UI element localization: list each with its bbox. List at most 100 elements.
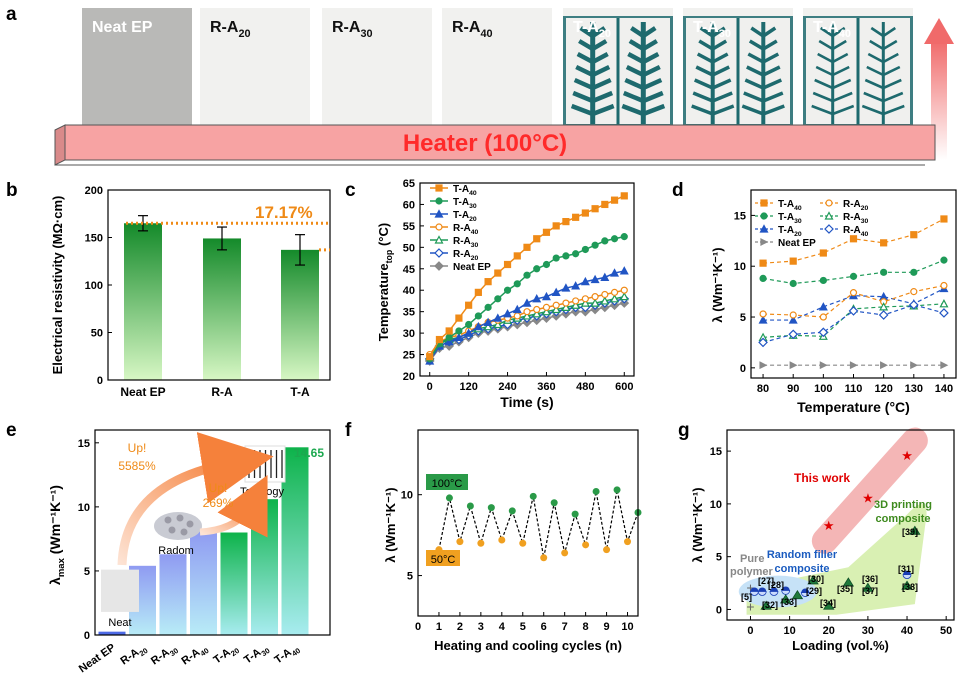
data-point [590, 298, 600, 307]
label-main: R-A [843, 212, 861, 223]
data-point [541, 291, 551, 301]
pattern-branch [575, 64, 594, 78]
label-main: T-A [453, 184, 469, 195]
random-filler-point [769, 587, 778, 592]
percent-annotation: 17.17% [255, 203, 313, 222]
data-point [474, 288, 482, 296]
data-point [849, 272, 858, 280]
pattern-branch [570, 103, 594, 117]
x-tick-label: 240 [498, 381, 516, 393]
legend-marker [760, 238, 769, 246]
pattern-branch [642, 64, 661, 78]
data-point [581, 245, 589, 254]
neat-image [101, 569, 139, 612]
pattern-branch [591, 52, 609, 64]
data-point [465, 320, 473, 329]
x-category-label: R-A20 [119, 642, 150, 670]
data-point [552, 254, 560, 262]
data-point [571, 300, 581, 309]
data-point [581, 295, 589, 303]
data-point [513, 312, 521, 320]
legend-marker [434, 235, 444, 244]
printing-3d-label: 3D printing [874, 499, 932, 511]
pattern-branch [642, 52, 660, 64]
data-point [849, 235, 858, 243]
data-point [759, 361, 768, 370]
x-axis-label: Temperature (°C) [797, 399, 910, 415]
data-point [582, 541, 590, 549]
label-main: T-A [573, 19, 599, 36]
sample-label: T-A30 [693, 19, 731, 40]
x-tick-label: 360 [537, 381, 555, 393]
ref-label: [27] [758, 576, 774, 586]
pattern-branch [591, 39, 608, 51]
label-subscript: 40 [471, 229, 479, 236]
heater-label: Heater (100°C) [403, 130, 567, 157]
label-subscript: 20 [238, 28, 250, 40]
data-point [562, 252, 570, 260]
panel-label-c: c [345, 180, 356, 201]
pattern-branch [712, 104, 735, 116]
data-point [610, 288, 619, 296]
x-category-label: T-A20 [212, 642, 242, 669]
ref-label: [30] [808, 574, 824, 584]
x-tick-label: 120 [874, 383, 892, 395]
legend-marker [434, 248, 444, 258]
y-tick-label: 200 [85, 185, 103, 197]
ref-label: [31] [898, 564, 914, 574]
ref-label: [32] [762, 600, 778, 610]
ref-label: [34] [820, 598, 836, 608]
y-tick-label: 50 [91, 328, 103, 340]
sample-label: R-A30 [332, 19, 373, 40]
axis-frame [419, 182, 635, 377]
pattern-branch [762, 104, 785, 116]
sample-label: R-A20 [210, 19, 251, 40]
pattern-branch [642, 39, 658, 51]
x-tick-label: 480 [576, 381, 594, 393]
data-point [600, 296, 610, 305]
y-tick-label: 100 [85, 280, 103, 292]
printing-3d-point [791, 589, 804, 600]
pattern-branch [630, 26, 645, 38]
data-point [819, 313, 827, 321]
growth-arrow [199, 474, 268, 538]
pattern-branch [832, 91, 853, 103]
data-point [445, 333, 453, 341]
pattern-branch [812, 91, 834, 103]
y-tick-label: 15 [78, 438, 90, 450]
y-tick-label: 150 [85, 233, 103, 245]
pattern-branch [762, 26, 777, 38]
y-tick-label: 5 [407, 571, 413, 583]
pattern-branch [572, 90, 594, 104]
bar [203, 238, 241, 380]
data-point [494, 269, 502, 277]
y-tick-label: 5 [716, 552, 722, 564]
pattern-branch [882, 78, 902, 90]
growth-arrow [117, 432, 274, 566]
data-point [484, 303, 492, 311]
up-percent-label: 269% [203, 496, 234, 510]
legend-label: R-A30 [843, 212, 869, 225]
label-subscript: 30 [360, 28, 372, 40]
x-category-label: Neat EP [77, 642, 118, 676]
random-filler-point [757, 591, 767, 596]
x-tick-label: 0 [747, 625, 753, 637]
hot-badge [426, 474, 468, 490]
data-point [494, 295, 502, 303]
ref-label: [38] [902, 582, 918, 592]
data-point [519, 539, 527, 547]
x-tick-label: 0 [415, 621, 421, 633]
legend-label: R-A40 [453, 223, 479, 236]
data-point [591, 241, 599, 249]
label-main: R-A [453, 249, 471, 260]
data-point [610, 294, 620, 303]
data-point [600, 272, 610, 281]
label-main: T-A [453, 197, 469, 208]
legend-label: R-A20 [453, 249, 479, 262]
data-point [444, 336, 454, 346]
label-subscript: 30 [719, 28, 731, 40]
pattern-branch [744, 78, 765, 90]
legend-marker [435, 197, 443, 205]
panel-c-chart: 0 120 240 360 480 600 20 25 30 35 40 45 50 55 60 65 Time… [376, 178, 635, 410]
data-point [759, 274, 767, 283]
